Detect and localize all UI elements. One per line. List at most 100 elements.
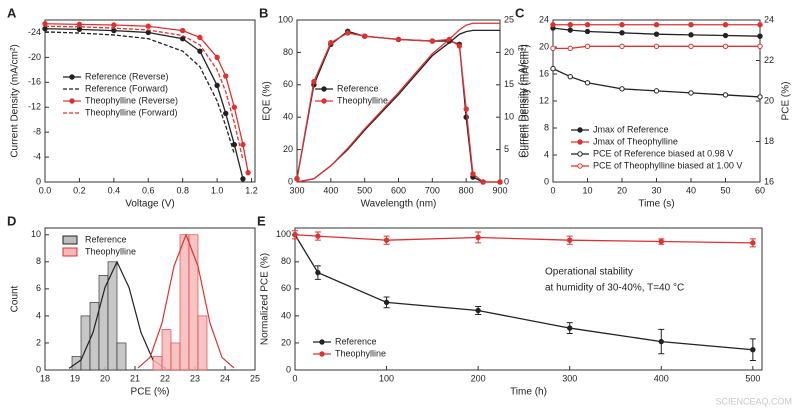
x-tick-label: 300 bbox=[289, 185, 304, 195]
legend-label: Theophylline bbox=[85, 246, 136, 256]
y2-tick-label: 15 bbox=[504, 79, 514, 89]
x-tick-label: 0.0 bbox=[39, 185, 52, 195]
y-tick-label: -16 bbox=[28, 77, 41, 87]
data-point bbox=[76, 21, 83, 28]
histogram-bar bbox=[179, 234, 190, 371]
histogram-bar bbox=[107, 261, 118, 371]
data-point bbox=[145, 29, 151, 36]
data-point bbox=[722, 32, 729, 39]
plot-frame bbox=[44, 227, 256, 371]
data-point bbox=[294, 176, 300, 182]
x-axis-title: Wavelength (nm) bbox=[361, 199, 437, 210]
data-point bbox=[688, 90, 694, 96]
histogram-bar bbox=[152, 356, 163, 371]
data-point bbox=[757, 33, 763, 39]
data-point bbox=[395, 36, 402, 43]
data-point bbox=[567, 27, 573, 33]
data-point bbox=[223, 110, 229, 117]
y-tick-label: 4 bbox=[36, 310, 41, 320]
y-tick-label: 0 bbox=[286, 364, 291, 374]
data-point bbox=[567, 22, 573, 28]
y-tick-label: 2 bbox=[36, 337, 41, 347]
y-tick-label: 10 bbox=[31, 229, 41, 239]
legend-label: Theophylline (Forward) bbox=[85, 107, 178, 117]
legend-label: Reference (Reverse) bbox=[85, 71, 169, 81]
y2-tick-label: 20 bbox=[764, 95, 774, 105]
y-tick-label: 16 bbox=[539, 68, 549, 78]
legend-label: PCE of Theophylline biased at 1.00 V bbox=[593, 160, 742, 170]
series-line bbox=[294, 234, 753, 244]
histogram-bar bbox=[188, 234, 199, 371]
legend-swatch bbox=[62, 247, 78, 257]
panel-letter: D bbox=[7, 213, 16, 228]
y2-tick-label: 24 bbox=[764, 14, 774, 24]
data-point bbox=[197, 48, 203, 54]
data-point bbox=[197, 34, 203, 41]
x-tick-label: 500 bbox=[357, 185, 372, 195]
data-point bbox=[653, 31, 660, 37]
data-point bbox=[757, 94, 763, 100]
data-point bbox=[470, 171, 476, 177]
panel-letter: B bbox=[259, 5, 268, 20]
plot-frame bbox=[44, 19, 256, 183]
y-axis-title: Current Density (mA/cm²) bbox=[10, 44, 21, 157]
data-point bbox=[658, 238, 664, 245]
series-line bbox=[296, 30, 500, 183]
y-tick-label: 100 bbox=[278, 14, 293, 24]
legend-marker bbox=[577, 163, 583, 169]
data-point bbox=[214, 54, 220, 61]
y-tick-label: 24 bbox=[539, 14, 549, 24]
y-axis-title: EQE (%) bbox=[262, 81, 273, 120]
data-point bbox=[429, 38, 436, 44]
data-point bbox=[550, 45, 556, 52]
x-tick-label: 400 bbox=[323, 185, 338, 195]
x-tick-label: 400 bbox=[654, 373, 669, 383]
series-line bbox=[44, 31, 235, 155]
y-tick-label: 4 bbox=[544, 149, 549, 159]
y-tick-label: 60 bbox=[283, 79, 293, 89]
y2-tick-label: 10 bbox=[504, 112, 514, 122]
legend-label: PCE of Reference biased at 0.98 V bbox=[593, 148, 733, 158]
data-point bbox=[722, 43, 729, 50]
data-point bbox=[722, 92, 729, 98]
data-point bbox=[214, 82, 220, 89]
data-point bbox=[111, 27, 117, 34]
data-point bbox=[619, 86, 625, 92]
data-point bbox=[42, 26, 48, 32]
x-tick-label: 1.0 bbox=[211, 185, 224, 195]
data-point bbox=[750, 347, 756, 353]
data-point bbox=[653, 43, 660, 50]
data-point bbox=[567, 237, 573, 243]
y-tick-label: 8 bbox=[36, 256, 41, 266]
y-tick-label: -4 bbox=[33, 151, 41, 161]
legend-marker bbox=[319, 339, 325, 345]
legend-label: Reference bbox=[85, 234, 127, 244]
y2-tick-label: 16 bbox=[764, 176, 774, 186]
data-point bbox=[584, 22, 591, 28]
data-point bbox=[584, 43, 591, 50]
data-point bbox=[567, 74, 573, 80]
data-point bbox=[180, 27, 186, 34]
x-tick-label: 25 bbox=[250, 373, 260, 383]
data-point bbox=[550, 65, 556, 72]
data-point bbox=[292, 232, 298, 238]
x-tick-label: 22 bbox=[160, 373, 170, 383]
x-axis-title: PCE (%) bbox=[131, 387, 170, 398]
panel-letter: A bbox=[7, 5, 17, 20]
x-tick-label: 23 bbox=[190, 373, 200, 383]
data-point bbox=[757, 22, 763, 28]
data-point bbox=[231, 104, 238, 110]
data-point bbox=[722, 22, 729, 28]
x-tick-label: 50 bbox=[720, 185, 730, 195]
legend-label: Reference (Forward) bbox=[85, 83, 168, 93]
data-point bbox=[76, 26, 83, 33]
x-tick-label: 10 bbox=[582, 185, 592, 195]
data-point bbox=[688, 32, 694, 38]
y-tick-label: 40 bbox=[281, 310, 291, 320]
data-point bbox=[750, 240, 756, 246]
series-line bbox=[296, 22, 500, 183]
x-tick-label: 20 bbox=[617, 185, 627, 195]
legend-marker bbox=[321, 98, 327, 104]
y-tick-label: 12 bbox=[539, 95, 549, 105]
